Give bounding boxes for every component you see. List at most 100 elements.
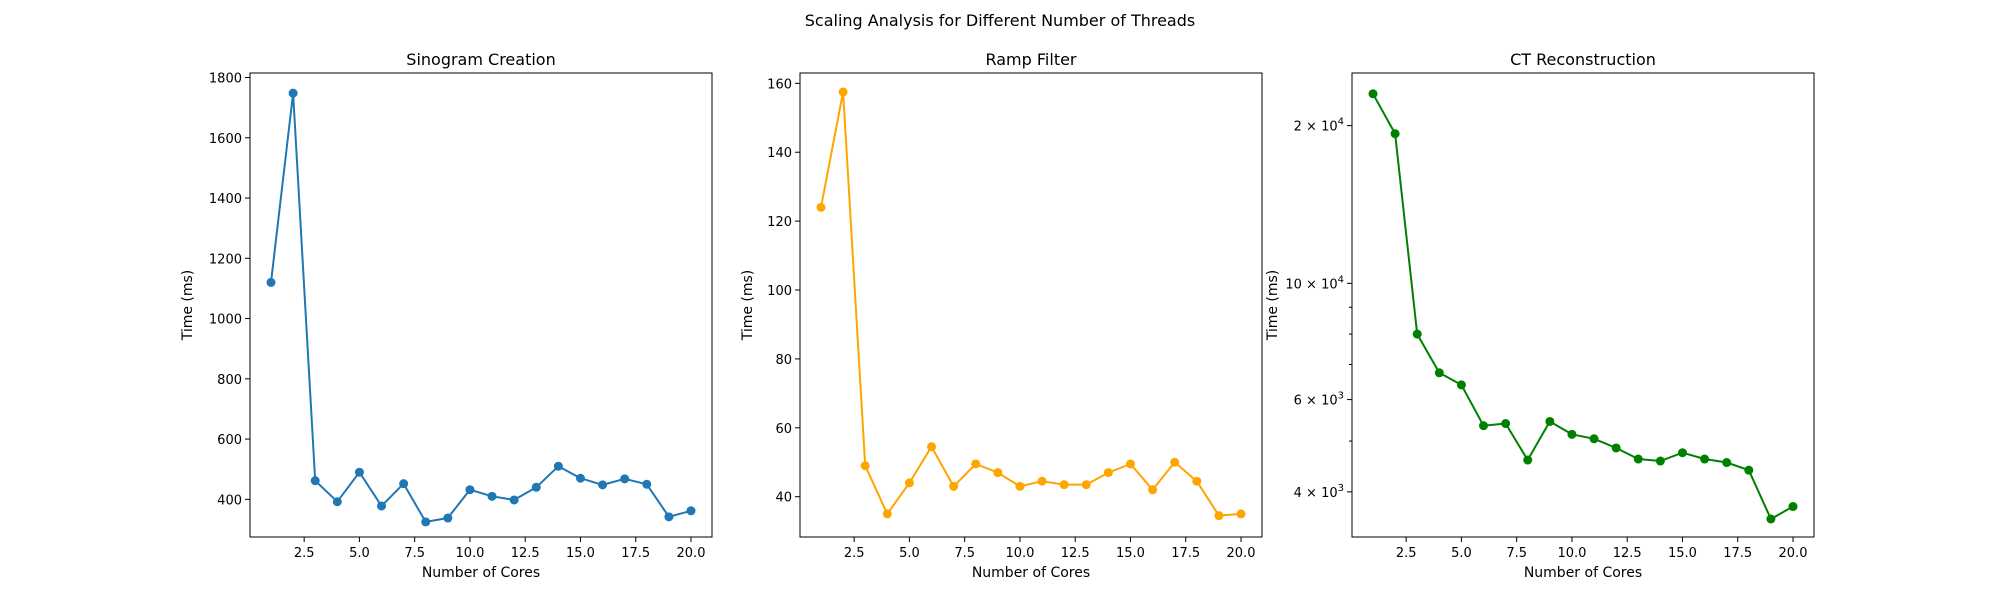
- x-tick-label: 10.0: [1557, 546, 1586, 561]
- x-tick-label: 12.5: [1613, 546, 1642, 561]
- y-tick-label: 6 × 103: [1294, 391, 1344, 409]
- x-tick-label: 17.5: [1171, 546, 1200, 561]
- y-tick-label: 160: [767, 77, 792, 92]
- data-point: [598, 480, 608, 490]
- x-tick-label: 10.0: [1005, 546, 1034, 561]
- y-tick-label: 1200: [209, 252, 242, 267]
- data-point: [1434, 368, 1444, 378]
- x-tick-label: 15.0: [1668, 546, 1697, 561]
- y-axis-label: Time (ms): [1265, 270, 1281, 342]
- data-point: [1368, 89, 1378, 99]
- data-point: [377, 501, 387, 511]
- x-tick-label: 7.5: [404, 546, 425, 561]
- data-point: [1523, 455, 1533, 465]
- data-point: [1611, 443, 1621, 453]
- data-point: [904, 478, 914, 488]
- chart-title: CT Reconstruction: [1510, 50, 1656, 69]
- plot-frame: [249, 72, 713, 538]
- x-tick-label: 15.0: [1116, 546, 1145, 561]
- plot-frame: [1351, 72, 1815, 538]
- y-tick-label: 600: [217, 433, 242, 448]
- x-tick-label: 15.0: [566, 546, 595, 561]
- data-point: [1501, 419, 1511, 429]
- x-tick-label: 2.5: [844, 546, 865, 561]
- data-point: [1545, 416, 1555, 426]
- data-point: [421, 517, 431, 527]
- data-point: [927, 442, 937, 452]
- x-tick-label: 20.0: [1779, 546, 1808, 561]
- data-point: [1148, 485, 1158, 495]
- y-tick-label: 2 × 104: [1294, 117, 1344, 135]
- data-point: [949, 481, 959, 491]
- y-tick-label: 800: [217, 373, 242, 388]
- data-point: [1081, 480, 1091, 490]
- x-tick-label: 12.5: [1061, 546, 1090, 561]
- data-point: [310, 476, 320, 486]
- y-tick-label: 1800: [209, 72, 242, 87]
- data-point: [1567, 429, 1577, 439]
- x-tick-label: 7.5: [1506, 546, 1527, 561]
- chart-1: Sinogram Creation 2.5 5.0 7.5 10.0 12.5 15.0 17…: [180, 50, 713, 581]
- data-point: [1766, 514, 1776, 524]
- y-tick-label: 1400: [209, 192, 242, 207]
- data-point: [288, 88, 298, 98]
- data-point: [487, 491, 497, 501]
- chart-title: Sinogram Creation: [406, 50, 555, 69]
- data-point: [1170, 457, 1180, 467]
- data-point: [642, 479, 652, 489]
- data-point: [1214, 511, 1224, 521]
- figure-title: Scaling Analysis for Different Number of…: [805, 11, 1195, 30]
- charts: Sinogram Creation 2.5 5.0 7.5 10.0 12.5 15.0 17…: [180, 50, 1815, 581]
- data-point: [1479, 421, 1489, 431]
- data-point: [1412, 329, 1422, 339]
- data-point: [993, 468, 1003, 478]
- y-tick-label: 60: [775, 422, 792, 437]
- y-tick-label: 40: [775, 491, 792, 506]
- data-point: [1744, 465, 1754, 475]
- series-line: [1372, 93, 1794, 520]
- data-point: [838, 87, 848, 97]
- data-point: [354, 467, 364, 477]
- x-axis-label: Number of Cores: [972, 565, 1090, 581]
- data-point: [1103, 468, 1113, 478]
- data-point: [553, 461, 563, 471]
- data-point: [860, 461, 870, 471]
- x-tick-label: 12.5: [511, 546, 540, 561]
- data-point: [664, 512, 674, 522]
- data-point: [1655, 456, 1665, 466]
- data-point: [465, 485, 475, 495]
- x-tick-label: 20.0: [677, 546, 706, 561]
- data-point: [332, 497, 342, 507]
- y-tick-label: 120: [767, 215, 792, 230]
- y-axis-label: Time (ms): [180, 270, 196, 342]
- y-axis-label: Time (ms): [740, 270, 756, 342]
- y-tick-label: 1600: [209, 132, 242, 147]
- data-point: [509, 495, 519, 505]
- y-tick-label: 4 × 103: [1294, 483, 1344, 501]
- data-point: [1677, 448, 1687, 458]
- data-point: [1700, 454, 1710, 464]
- chart-3: CT Reconstruction 2.5 5.0 7.5 10.0 12.5 15.0 17…: [1265, 50, 1815, 581]
- data-point: [1192, 476, 1202, 486]
- data-point: [399, 479, 409, 489]
- data-point: [882, 509, 892, 519]
- x-tick-label: 20.0: [1227, 546, 1256, 561]
- y-tick-label: 140: [767, 146, 792, 161]
- data-point: [1589, 434, 1599, 444]
- x-tick-label: 5.0: [899, 546, 920, 561]
- data-point: [443, 513, 453, 523]
- data-point: [266, 277, 276, 287]
- x-tick-label: 17.5: [1723, 546, 1752, 561]
- x-tick-label: 2.5: [294, 546, 315, 561]
- series-line: [270, 92, 692, 523]
- data-point: [971, 459, 981, 469]
- y-tick-label: 1000: [209, 313, 242, 328]
- chart-2: Ramp Filter 2.5 5.0 7.5 10.0 12.5 15.0 17.5 20.0…: [740, 50, 1263, 581]
- y-tick-label: 100: [767, 284, 792, 299]
- data-point: [1722, 458, 1732, 468]
- data-point: [686, 506, 696, 516]
- y-tick-label: 10 × 104: [1285, 274, 1344, 292]
- x-axis-label: Number of Cores: [1524, 565, 1642, 581]
- x-tick-label: 10.0: [455, 546, 484, 561]
